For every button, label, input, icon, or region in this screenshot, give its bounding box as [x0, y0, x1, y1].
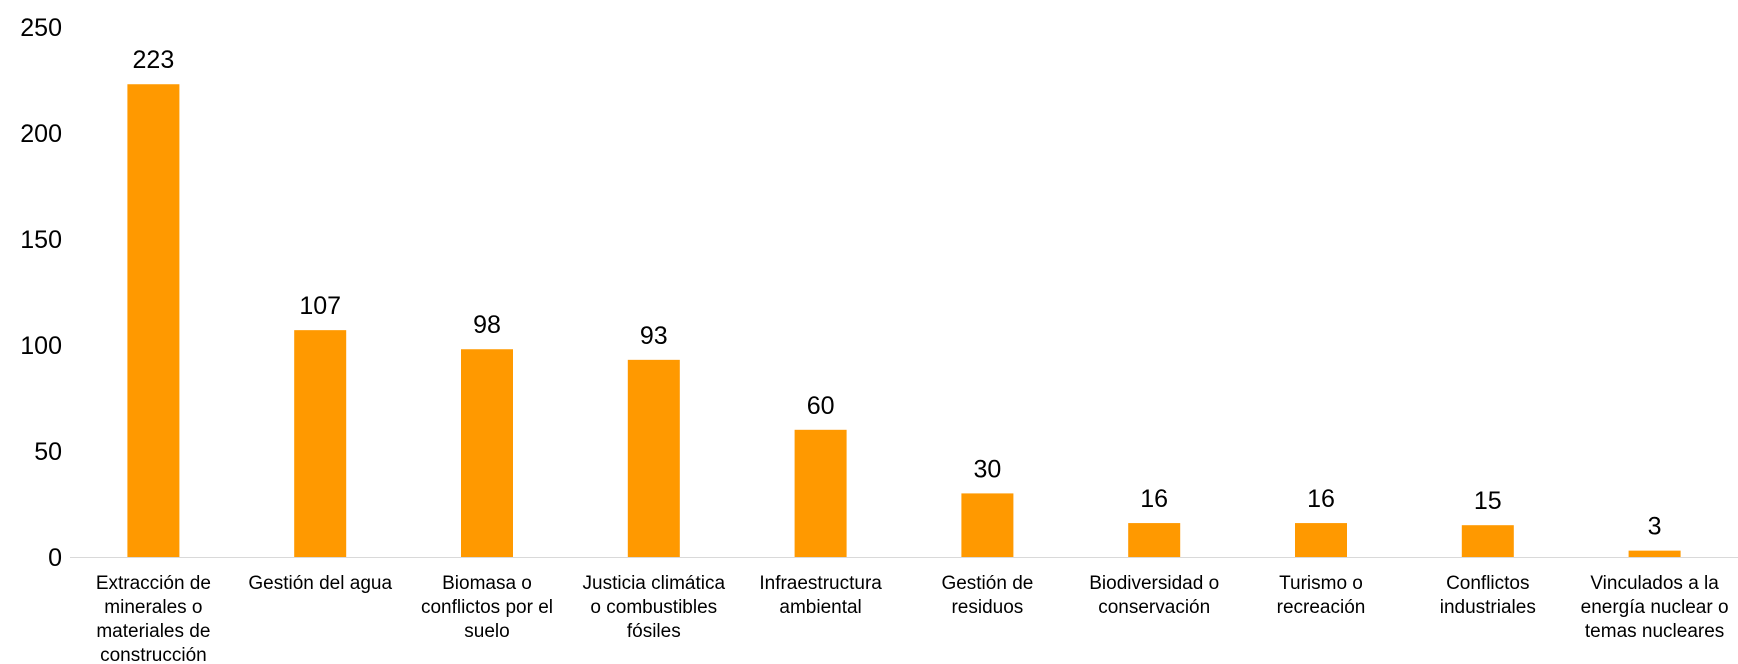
bar [461, 349, 513, 557]
category-label-line: fósiles [627, 621, 681, 642]
data-label: 15 [1474, 487, 1502, 515]
category-label-line: o combustibles [590, 597, 717, 618]
data-label: 107 [299, 292, 341, 320]
category-label-line: Extracción de [96, 573, 211, 594]
data-label: 60 [807, 392, 835, 420]
data-label: 16 [1307, 485, 1335, 513]
data-label: 223 [133, 46, 175, 74]
category-label-line: temas nucleares [1585, 621, 1724, 642]
bar [1628, 550, 1681, 557]
category-label-line: construcción [100, 645, 207, 664]
category-label-line: energía nuclear o [1581, 597, 1729, 618]
y-tick-label: 250 [20, 14, 62, 42]
category-label-line: industriales [1440, 597, 1536, 618]
y-tick-label: 150 [20, 226, 62, 254]
bar [794, 429, 847, 557]
category-label: Vinculados a la energía nuclear o temas nu… [1581, 573, 1729, 642]
bar [1295, 523, 1347, 557]
y-tick-label: 50 [34, 438, 62, 466]
data-label: 3 [1648, 513, 1662, 541]
data-label: 30 [973, 455, 1001, 483]
category-label-line: recreación [1277, 597, 1366, 618]
data-label: 16 [1140, 485, 1168, 513]
category-label-line: Justicia climática [583, 573, 726, 594]
y-tick-label: 100 [20, 332, 62, 360]
category-label: Conflictos industriales [1440, 573, 1536, 618]
bar [127, 84, 180, 558]
bars [127, 84, 1681, 558]
category-label: Biodiversidad o conservación [1089, 573, 1219, 618]
category-label-line: ambiental [779, 597, 861, 618]
bar [627, 359, 680, 557]
category-label-line: materiales de [96, 621, 210, 642]
category-label-line: Conflictos [1446, 573, 1529, 594]
category-label: Gestión del agua [248, 573, 392, 594]
y-axis: 0 50 100 150 200 250 [20, 14, 62, 572]
category-label: Turismo o recreación [1277, 573, 1366, 618]
category-label: Gestión de residuos [941, 573, 1033, 618]
category-label: Biomasa o conflictos por el suelo [421, 573, 553, 642]
bar [1128, 523, 1181, 557]
category-label-line: Gestión del agua [248, 573, 392, 594]
category-label-line: residuos [951, 597, 1023, 618]
category-label-line: minerales o [104, 597, 202, 618]
category-label-line: Vinculados a la [1590, 573, 1719, 594]
category-label-line: Gestión de [941, 573, 1033, 594]
category-label: Justicia climática o combustibles fósiles [583, 573, 726, 642]
category-label-line: Infraestructura [759, 573, 882, 594]
bar [294, 330, 347, 557]
category-label-line: Biodiversidad o [1089, 573, 1219, 594]
data-label: 93 [640, 322, 668, 350]
bar [1461, 525, 1514, 557]
category-label-line: conflictos por el [421, 597, 553, 618]
bar [961, 493, 1014, 557]
category-label-line: conservación [1098, 597, 1210, 618]
y-tick-label: 0 [48, 544, 62, 572]
category-labels: Extracción de minerales o materiales de con… [96, 573, 1729, 664]
category-label-line: Turismo o [1279, 573, 1363, 594]
y-tick-label: 200 [20, 120, 62, 148]
category-label-line: suelo [464, 621, 509, 642]
category-label: Extracción de minerales o materiales de con… [96, 573, 211, 664]
category-label: Infraestructura ambiental [759, 573, 882, 618]
data-label: 98 [473, 311, 501, 339]
category-label-line: Biomasa o [442, 573, 532, 594]
data-labels: 223 107 98 93 60 30 16 16 15 3 [133, 46, 1662, 540]
